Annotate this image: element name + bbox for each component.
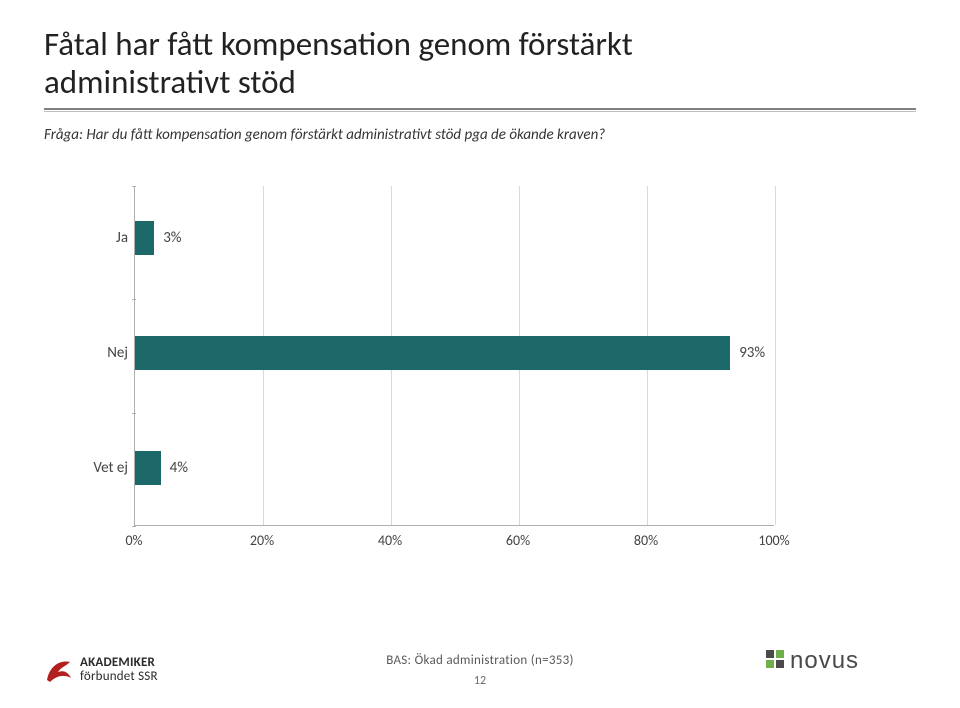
y-category-label: Vet ej — [74, 459, 128, 477]
question-text: Fråga: Har du fått kompensation genom fö… — [44, 126, 916, 144]
bar-value-label: 93% — [739, 344, 765, 362]
x-tick-label: 40% — [378, 532, 402, 549]
y-tick — [132, 299, 136, 300]
x-tick-label: 100% — [758, 532, 789, 549]
title-line-1: Fåtal har fått kompensation genom förstä… — [44, 24, 633, 64]
x-tick-label: 0% — [125, 532, 142, 549]
bar-value-label: 3% — [163, 229, 181, 247]
logo-ssr: AKADEMIKER förbundet SSR — [44, 656, 158, 684]
bar — [135, 336, 730, 370]
x-tick-label: 20% — [250, 532, 274, 549]
base-text: BAS: Ökad administration (n=353) — [386, 653, 574, 668]
bar-value-label: 4% — [170, 459, 188, 477]
slide-title: Fåtal har fått kompensation genom förstä… — [44, 26, 916, 102]
bar — [135, 221, 154, 255]
x-gridline — [775, 186, 776, 525]
slide-footer: AKADEMIKER förbundet SSR BAS: Ökad admin… — [0, 638, 960, 694]
x-tick-label: 60% — [506, 532, 530, 549]
y-category-label: Nej — [74, 344, 128, 362]
ssr-line-2: förbundet SSR — [80, 669, 158, 684]
slide-page: Fåtal har fått kompensation genom förstä… — [0, 0, 960, 708]
title-rule-bottom — [44, 111, 916, 112]
y-category-label: Ja — [74, 229, 128, 247]
logo-novus: novus — [766, 646, 916, 680]
svg-text:novus: novus — [790, 647, 859, 674]
title-line-2: administrativt stöd — [44, 62, 296, 102]
page-number: 12 — [474, 674, 486, 688]
bar — [135, 451, 161, 485]
y-tick — [132, 413, 136, 414]
y-tick — [132, 526, 136, 527]
y-tick — [132, 186, 136, 187]
ssr-mark-icon — [44, 656, 74, 684]
x-tick-label: 80% — [634, 532, 658, 549]
ssr-wordmark: AKADEMIKER förbundet SSR — [80, 656, 158, 683]
title-rule-top — [44, 108, 916, 110]
plot-area — [134, 186, 774, 526]
bar-chart: 0% 20% 40% 60% 80% 100% Ja 3% Nej 93% Vet ej 4% — [74, 186, 834, 556]
